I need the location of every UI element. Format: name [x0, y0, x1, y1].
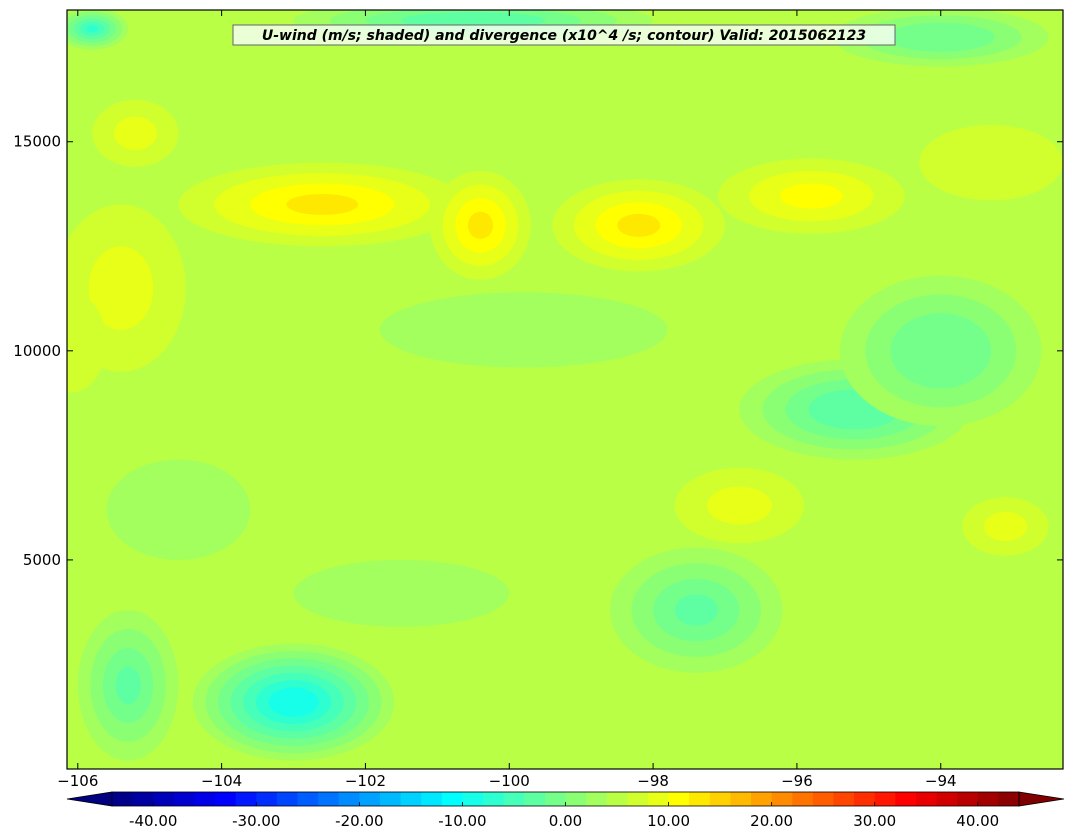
- colorbar-segment: [771, 792, 793, 806]
- colorbar-segment: [194, 792, 216, 806]
- colorbar-segment: [379, 792, 402, 806]
- colorbar-segment: [503, 792, 525, 806]
- colorbar-tick-label: -10.00: [438, 812, 486, 830]
- colorbar-segment: [483, 792, 505, 806]
- colorbar-segment: [400, 792, 422, 806]
- colorbar-segment: [462, 792, 484, 806]
- colorbar-segment: [338, 792, 360, 806]
- field-feature: [919, 125, 1063, 201]
- colorbar-segment: [812, 792, 835, 806]
- colorbar-segment: [173, 792, 196, 806]
- colorbar: [66, 791, 1065, 807]
- colorbar-segment: [606, 792, 628, 806]
- field-feature: [67, 292, 107, 393]
- field-feature: [293, 559, 510, 627]
- colorbar-segment: [565, 792, 587, 806]
- field-feature: [617, 213, 661, 237]
- colorbar-segment: [215, 792, 237, 806]
- plot-frame: [66, 9, 1064, 770]
- shaded-field: [67, 10, 1063, 769]
- colorbar-ticks: -40.00 -30.00 -20.00 -10.00 0.00 10.00 20.00 30…: [129, 802, 999, 830]
- field-feature: [915, 332, 966, 370]
- field-feature: [467, 211, 494, 239]
- colorbar-segment: [792, 792, 814, 806]
- colorbar-segment: [998, 792, 1020, 806]
- colorbar-segment: [441, 792, 464, 806]
- field-feature: [286, 194, 359, 215]
- x-tick-label: −100: [489, 772, 530, 790]
- field-feature: [831, 399, 878, 420]
- field-feature: [780, 183, 843, 209]
- chart-title: U-wind (m/s; shaded) and divergence (x10…: [262, 28, 866, 44]
- field-feature: [88, 246, 154, 330]
- y-axis-ticks: 5000 10000 15000: [13, 133, 1063, 569]
- colorbar-segment: [668, 792, 690, 806]
- field-feature: [523, 626, 639, 678]
- colorbar-segment: [256, 792, 278, 806]
- colorbar-segment: [751, 792, 773, 806]
- field-feature: [451, 311, 596, 349]
- colorbar-segment: [524, 792, 546, 806]
- colorbar-segment: [915, 792, 938, 806]
- colorbar-segment: [153, 792, 175, 806]
- title-box: [232, 24, 896, 46]
- colorbar-segment: [421, 792, 443, 806]
- x-tick-label: −106: [57, 772, 98, 790]
- colorbar-segment: [854, 792, 876, 806]
- field-feature: [115, 666, 141, 705]
- colorbar-tick-label: -20.00: [335, 812, 383, 830]
- colorbar-segment: [276, 792, 299, 806]
- colorbar-segment: [895, 792, 917, 806]
- colorbar-tick-label: -30.00: [232, 812, 280, 830]
- field-feature: [707, 486, 772, 525]
- x-tick-label: −102: [345, 772, 386, 790]
- colorbar-segment: [627, 792, 649, 806]
- colorbar-segment: [709, 792, 732, 806]
- x-tick-label: −104: [201, 772, 242, 790]
- colorbar-extend-low: [66, 791, 113, 807]
- field-feature: [264, 359, 323, 443]
- field-feature: [983, 511, 1028, 542]
- colorbar-tick-label: 40.00: [956, 812, 999, 830]
- colorbar-segment: [977, 792, 999, 806]
- colorbar-extend-high: [1018, 791, 1065, 807]
- x-axis-ticks: −106 −104 −102 −100 −98 −96 −94: [57, 10, 957, 790]
- colorbar-tick-label: 10.00: [647, 812, 690, 830]
- colorbar-segment: [936, 792, 958, 806]
- colorbar-segment: [235, 792, 257, 806]
- colorbar-segment: [957, 792, 979, 806]
- colorbar-segment: [586, 792, 608, 806]
- colorbar-segment: [297, 792, 319, 806]
- field-feature: [437, 384, 654, 443]
- colorbar-tick-label: 0.00: [549, 812, 582, 830]
- colorbar-segment: [730, 792, 752, 806]
- field-feature: [106, 459, 251, 560]
- colorbar-segment: [689, 792, 711, 806]
- colorbar-segment: [874, 792, 896, 806]
- field-feature: [113, 116, 157, 151]
- colorbar-tick-label: -40.00: [129, 812, 177, 830]
- field-feature: [674, 594, 718, 626]
- field-feature: [437, 16, 510, 25]
- colorbar-segment: [359, 792, 381, 806]
- x-tick-label: −94: [925, 772, 957, 790]
- field-feature: [86, 25, 99, 33]
- x-tick-label: −98: [637, 772, 669, 790]
- colorbar-tick-label: 20.00: [750, 812, 793, 830]
- colorbar-segment: [112, 792, 134, 806]
- colorbar-segment: [132, 792, 154, 806]
- colorbar-tick-label: 30.00: [853, 812, 896, 830]
- field-feature: [940, 572, 1013, 598]
- x-tick-label: −96: [781, 772, 813, 790]
- y-tick-label: 15000: [13, 133, 61, 151]
- colorbar-segment: [833, 792, 855, 806]
- field-feature: [280, 694, 307, 710]
- colorbar-segment: [544, 792, 567, 806]
- y-tick-label: 5000: [23, 551, 61, 569]
- field-feature: [913, 29, 968, 45]
- y-tick-label: 10000: [13, 342, 61, 360]
- colorbar-segment: [647, 792, 670, 806]
- colorbar-segment: [318, 792, 340, 806]
